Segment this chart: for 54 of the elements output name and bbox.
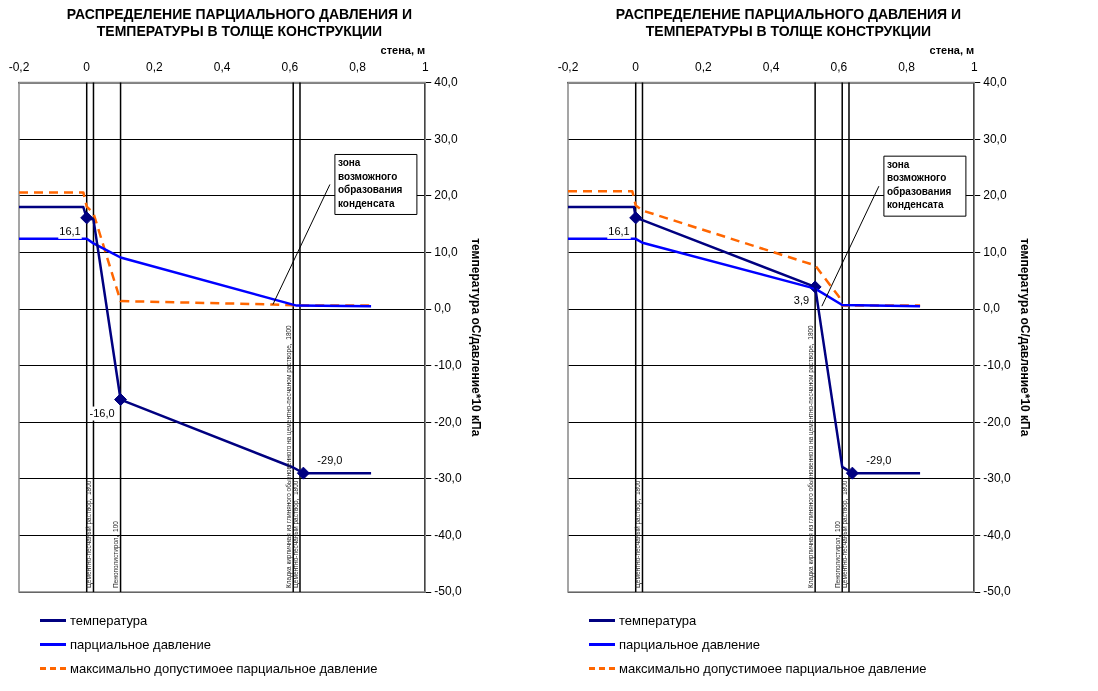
y-tick-label: 40,0 [983,74,1007,89]
x-tick-label: -0,2 [557,59,579,74]
legend-label: температура [619,612,697,628]
x-tick-label: 0,8 [349,59,367,74]
y-axis-title: температура оС/давление*10 кПа [469,238,484,437]
y-tick-label: 0,0 [434,301,452,316]
y-tick-label: 40,0 [434,74,458,89]
annotation: зона возможного образования конденсата [886,158,952,211]
y-tick-label: 10,0 [434,244,458,259]
data-label: -16,0 [89,406,115,419]
y-tick-label: 30,0 [983,131,1007,146]
x-axis-title: стена, м [929,43,975,56]
x-tick-label: -0,2 [8,59,30,74]
y-tick-label: -10,0 [983,357,1011,372]
y-axis-title: температура оС/давление*10 кПа [1018,238,1033,437]
x-tick-label: 0,2 [146,59,164,74]
x-tick-label: 0,6 [281,59,299,74]
legend-label: максимально допустимоее парциальное давление [619,660,927,676]
chart-title: РАСПРЕДЕЛЕНИЕ ПАРЦИАЛЬНОГО ДАВЛЕНИЯ И ТЕМПЕРАТУРЫ В ТОЛЩЕ КОНСТРУКЦИИ [65,5,414,41]
y-tick-label: 0,0 [983,301,1001,316]
data-label: 16,1 [59,224,81,237]
y-tick-label: 20,0 [983,188,1007,203]
data-label: -29,0 [317,454,343,467]
y-tick-label: 20,0 [434,188,458,203]
x-tick-label: 0,8 [898,59,916,74]
x-tick-label: 1 [421,59,429,74]
y-tick-label: -20,0 [434,414,462,429]
x-tick-label: 0,6 [830,59,848,74]
y-tick-label: -20,0 [983,414,1011,429]
y-tick-label: -50,0 [434,584,462,599]
y-tick-label: -50,0 [983,584,1011,599]
y-tick-label: 30,0 [434,131,458,146]
legend-label: парциальное давление [619,636,760,652]
x-tick-label: 0,4 [762,59,780,74]
data-label: -29,0 [866,454,892,467]
x-axis-title: стена, м [380,43,426,56]
data-label: 3,9 [793,293,810,306]
x-tick-label: 0,2 [695,59,713,74]
y-tick-label: -30,0 [434,471,462,486]
data-label: 16,1 [608,224,630,237]
y-tick-label: -10,0 [434,357,462,372]
x-tick-label: 0 [632,59,640,74]
y-tick-label: -40,0 [983,527,1011,542]
chart-title: РАСПРЕДЕЛЕНИЕ ПАРЦИАЛЬНОГО ДАВЛЕНИЯ И ТЕМПЕРАТУРЫ В ТОЛЩЕ КОНСТРУКЦИИ [614,5,963,41]
y-tick-label: 10,0 [983,244,1007,259]
y-tick-label: -40,0 [434,527,462,542]
x-tick-label: 0,4 [213,59,231,74]
legend-label: максимально допустимоее парциальное давление [70,660,378,676]
x-tick-label: 1 [970,59,978,74]
x-tick-label: 0 [83,59,91,74]
legend-label: температура [70,612,148,628]
y-tick-label: -30,0 [983,471,1011,486]
annotation: зона возможного образования конденсата [337,157,403,209]
legend-label: парциальное давление [70,636,211,652]
